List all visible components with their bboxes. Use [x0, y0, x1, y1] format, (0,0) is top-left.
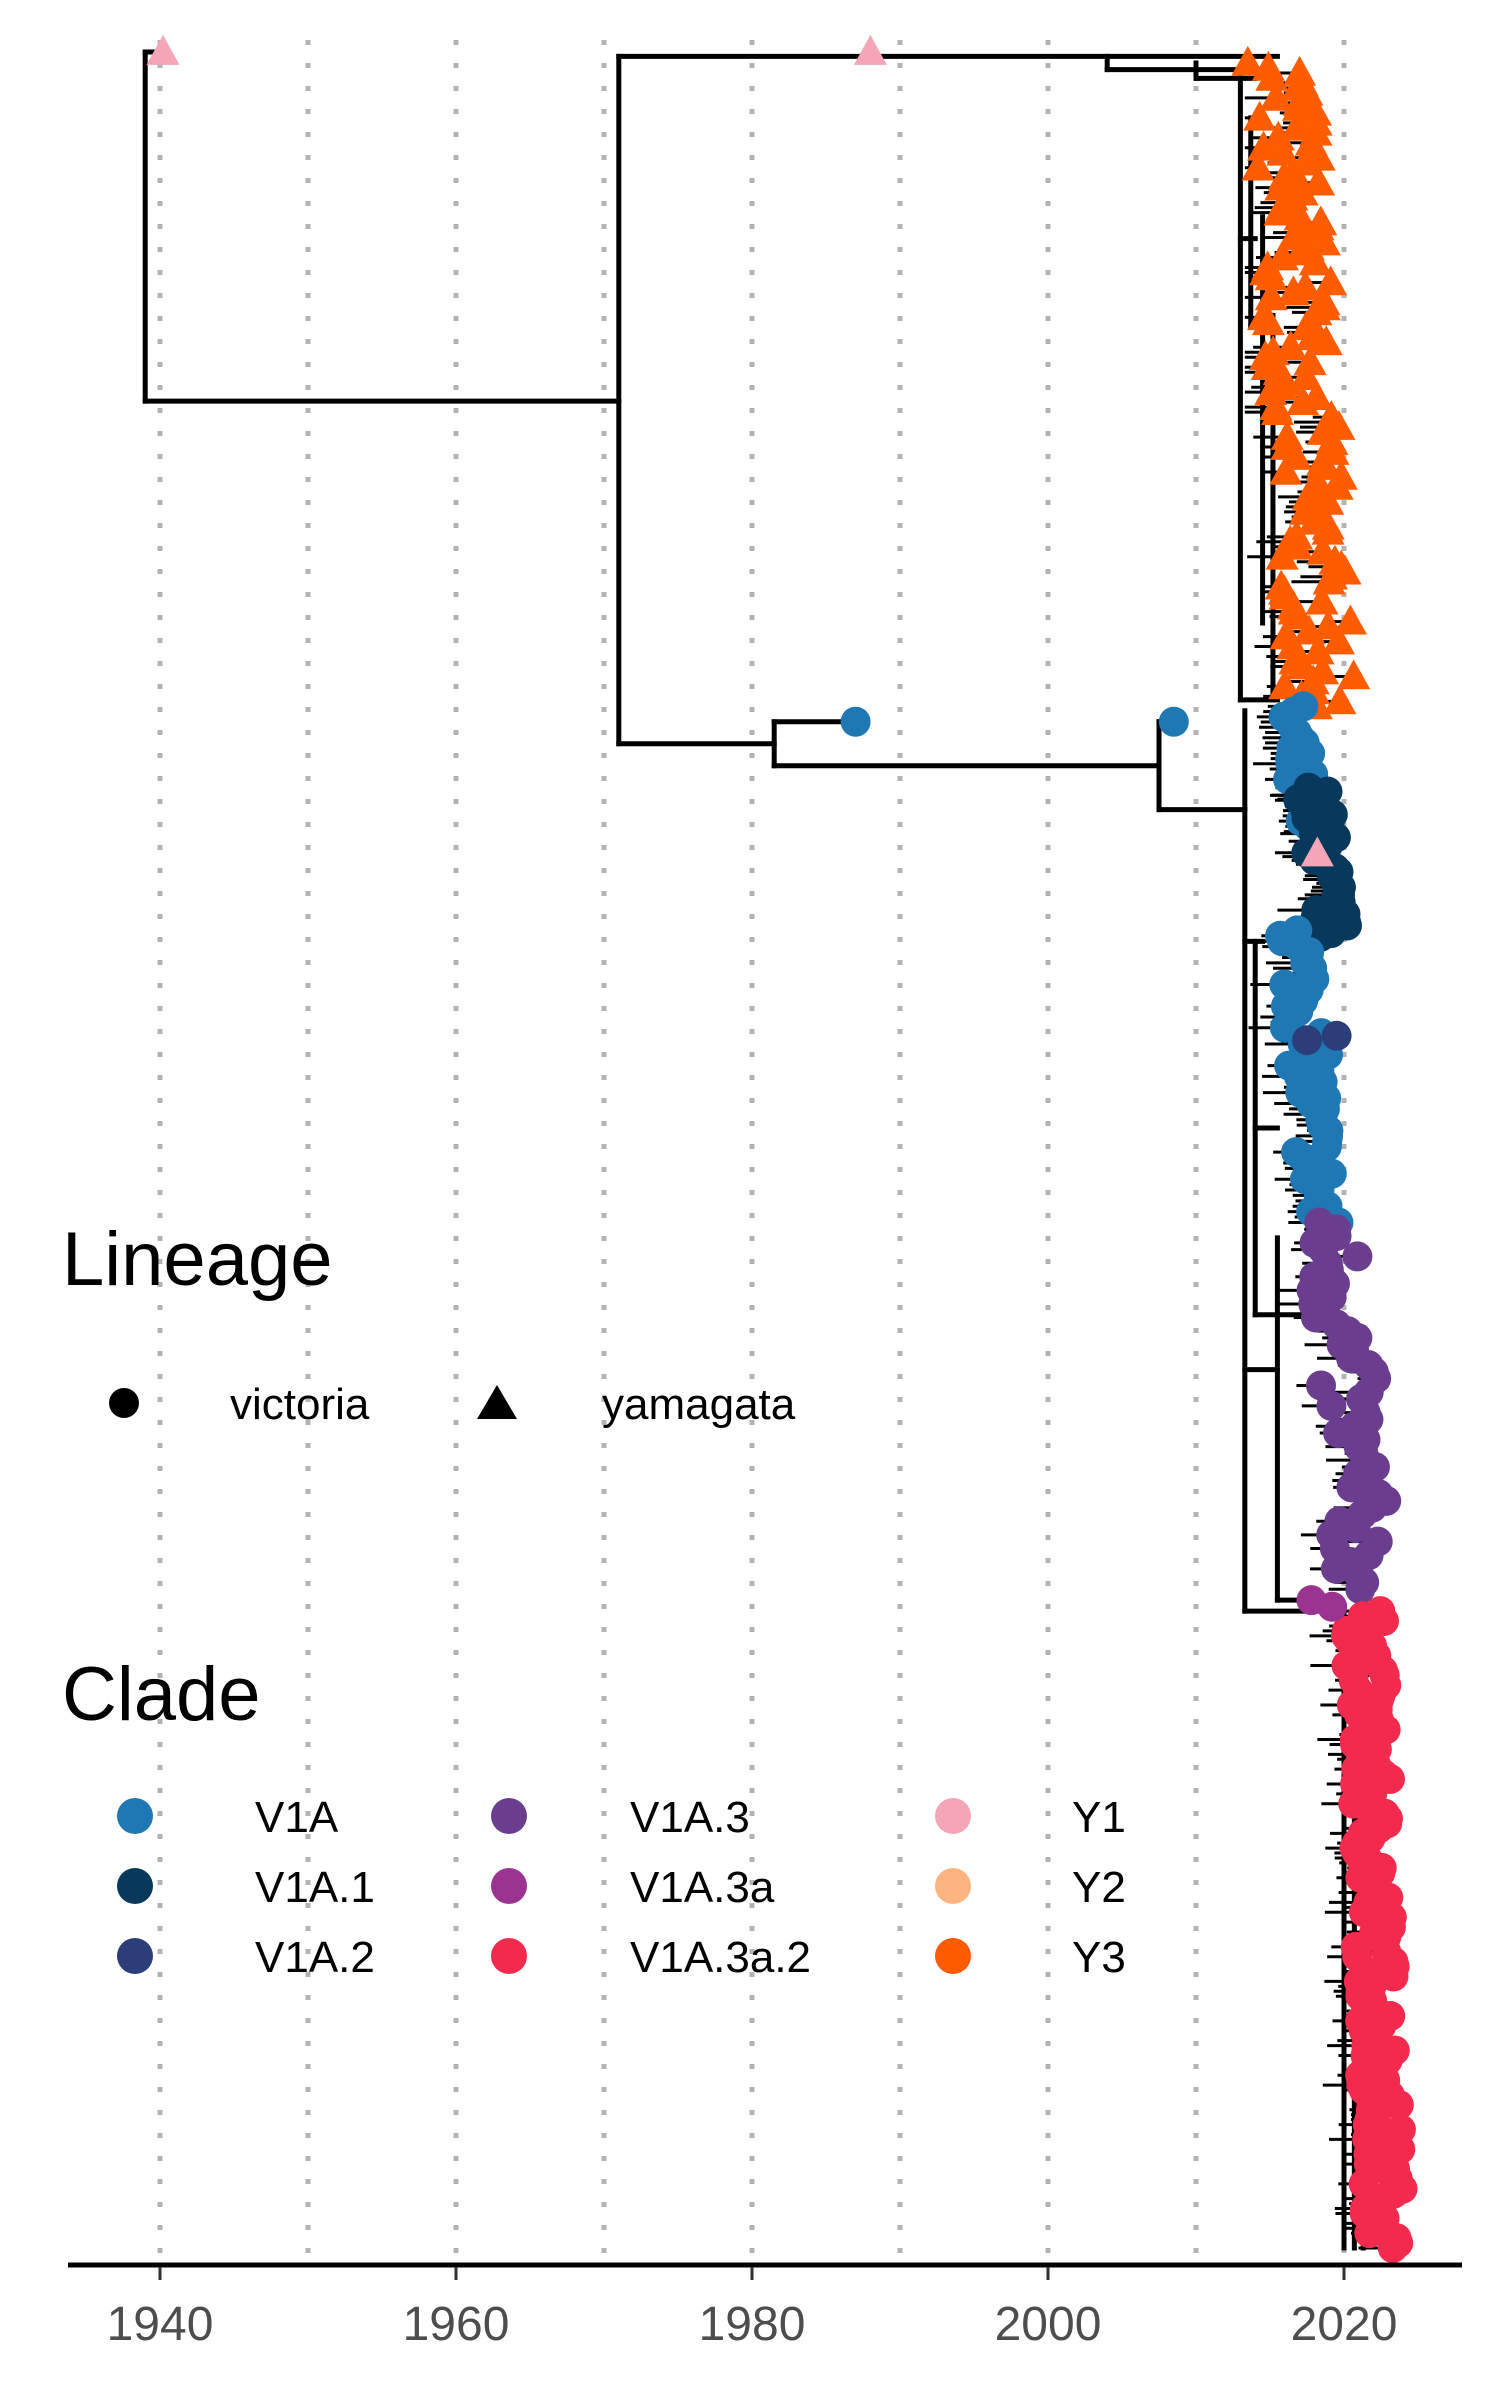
tip-triangle	[1280, 110, 1314, 141]
clade-legend-key	[117, 1938, 153, 1974]
tip-triangle	[1266, 135, 1300, 166]
tip-triangle	[1243, 100, 1277, 131]
tip-point	[840, 706, 871, 737]
clade-legend-key	[491, 1868, 527, 1904]
tree-tips	[146, 34, 1418, 2263]
clade-legend-label: Y2	[1072, 1863, 1126, 1912]
tip-triangle	[1298, 245, 1332, 276]
tip-triangle	[1289, 360, 1323, 391]
tip-triangle	[1301, 634, 1335, 665]
tip-triangle	[1269, 454, 1303, 485]
tip-point	[1317, 1591, 1348, 1622]
tip-triangle	[1314, 265, 1348, 296]
clade-legend-key	[935, 1938, 971, 1974]
tip-point	[1316, 1390, 1347, 1421]
tip-triangle	[1276, 275, 1310, 306]
tip-point	[1377, 2233, 1408, 2263]
legend-key-triangle	[477, 1385, 517, 1419]
tip-triangle	[1255, 60, 1289, 91]
tip-triangle	[1231, 45, 1265, 76]
tip-point	[1292, 1025, 1322, 1056]
clade-legend-title: Clade	[62, 1652, 261, 1737]
tip-triangle	[1268, 669, 1302, 700]
tip-triangle	[1283, 200, 1317, 231]
tip-triangle	[1305, 584, 1339, 615]
clade-legend-label: V1A	[255, 1793, 339, 1842]
tip-triangle	[1246, 130, 1280, 161]
x-tick-label: 2020	[1291, 2298, 1398, 2351]
tip-triangle	[1286, 385, 1320, 415]
clade-legend-key	[117, 1798, 153, 1834]
tip-point	[1321, 1020, 1352, 1051]
x-axis: 1940 1960 1980 2000 2020	[68, 2262, 1462, 2351]
tip-triangle	[1259, 80, 1293, 111]
x-tick-label: 1940	[107, 2298, 214, 2351]
legends: Lineage Clade victoria yamagata V1A V1A.1 V1…	[62, 1217, 1126, 1982]
tree-branches	[142, 49, 1403, 2251]
tip-point	[1354, 2218, 1385, 2249]
clade-legend-label: V1A.1	[255, 1863, 375, 1912]
tip-triangle	[1337, 659, 1371, 690]
tip-point	[1368, 1606, 1399, 1637]
x-tick-label: 1980	[699, 2298, 806, 2351]
tip-triangle	[1300, 836, 1334, 867]
tip-point	[1340, 1513, 1371, 1544]
tip-point	[1342, 1941, 1373, 1972]
tip-point	[1336, 1472, 1367, 1503]
tip-point	[1345, 1574, 1376, 1605]
clade-legend-key	[935, 1868, 971, 1904]
grid-lines	[157, 40, 1347, 2262]
tip-point	[1158, 706, 1189, 737]
tip-triangle	[1333, 604, 1367, 635]
tip-triangle	[1322, 624, 1356, 655]
tip-triangle	[146, 34, 180, 65]
tip-triangle	[1265, 539, 1299, 570]
clade-legend-key	[117, 1868, 153, 1904]
tip-triangle	[1309, 325, 1343, 356]
lineage-legend-title: Lineage	[62, 1217, 333, 1302]
tip-triangle	[1241, 150, 1275, 181]
clade-legend-key	[491, 1938, 527, 1974]
x-tick-label: 2000	[995, 2298, 1102, 2351]
clade-legend-label: V1A.2	[255, 1933, 375, 1982]
tip-point	[1383, 2089, 1414, 2120]
tip-point	[1320, 1553, 1351, 1584]
lineage-legend-label: victoria	[230, 1380, 370, 1429]
clade-legend-label: V1A.3a.2	[630, 1933, 811, 1982]
tip-triangle	[1311, 514, 1345, 545]
clade-legend-label: Y3	[1072, 1933, 1126, 1982]
tip-point	[1342, 1241, 1373, 1272]
clade-legend-label: Y1	[1072, 1793, 1126, 1842]
legend-key-circle	[109, 1388, 139, 1418]
clade-legend-key	[935, 1798, 971, 1834]
clade-legend-label: V1A.3	[630, 1793, 750, 1842]
tip-triangle	[1323, 684, 1357, 715]
tip-triangle	[1254, 260, 1288, 291]
tip-triangle	[1302, 165, 1336, 196]
clade-legend-label: V1A.3a	[630, 1863, 775, 1912]
tip-triangle	[1261, 395, 1295, 425]
tip-triangle	[1251, 305, 1285, 336]
tip-triangle	[853, 34, 887, 65]
x-tick-label: 1960	[403, 2298, 510, 2351]
tip-triangle	[1263, 195, 1297, 226]
clade-legend-key	[491, 1798, 527, 1834]
lineage-legend-label: yamagata	[602, 1380, 796, 1429]
